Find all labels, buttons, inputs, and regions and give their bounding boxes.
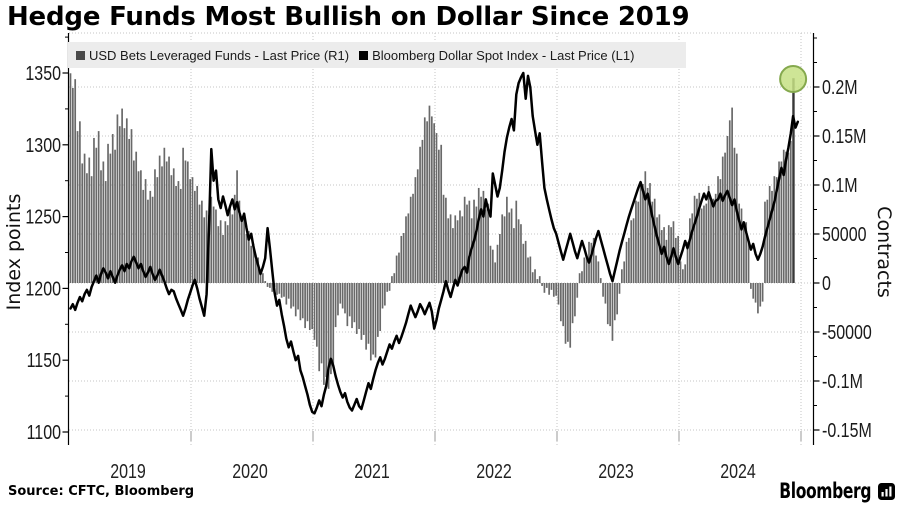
source-note: Source: CFTC, Bloomberg (8, 484, 195, 499)
svg-text:2022: 2022 (476, 460, 512, 482)
right-axis-ticks: 0.2M 0.15M 0.1M 50000 0 -50000 -0.1M -0.15M (813, 37, 872, 441)
left-axis-title: Index points (3, 193, 25, 311)
svg-text:1250: 1250 (25, 206, 61, 228)
v-gridlines (190, 33, 802, 445)
svg-text:0.1M: 0.1M (822, 174, 858, 196)
svg-text:50000: 50000 (822, 223, 866, 245)
legend-label-line: Bloomberg Dollar Spot Index - Last Price… (372, 47, 635, 63)
svg-text:0.15M: 0.15M (822, 125, 866, 147)
bloomberg-logo: Bloomberg (747, 479, 895, 503)
highlight-circle (779, 65, 808, 93)
bloomberg-logo-text: Bloomberg (779, 479, 871, 503)
right-axis-title: Contracts (873, 206, 895, 298)
line-series-marker-icon (359, 50, 369, 60)
legend-label-bars: USD Bets Leveraged Funds - Last Price (R… (89, 47, 350, 63)
svg-text:0: 0 (822, 272, 831, 294)
svg-text:0.2M: 0.2M (822, 76, 858, 98)
legend-item-bars: USD Bets Leveraged Funds - Last Price (R… (76, 48, 349, 63)
svg-text:1350: 1350 (25, 62, 61, 84)
svg-text:-0.15M: -0.15M (822, 419, 872, 441)
legend-item-line: Bloomberg Dollar Spot Index - Last Price… (359, 48, 634, 63)
bar-series (69, 73, 795, 389)
svg-text:2019: 2019 (110, 460, 146, 482)
svg-text:-0.1M: -0.1M (822, 370, 863, 392)
bloomberg-logo-icon (878, 482, 895, 500)
svg-text:2024: 2024 (720, 460, 756, 482)
svg-text:-50000: -50000 (822, 321, 872, 343)
svg-text:1200: 1200 (25, 278, 61, 300)
svg-text:1100: 1100 (27, 421, 61, 443)
left-axis-ticks: 1350 1300 1250 1200 1150 1100 (25, 36, 69, 443)
x-axis-labels: 2019 2020 2021 2022 2023 2024 (110, 460, 756, 482)
index-line (69, 71, 800, 415)
svg-text:2023: 2023 (598, 460, 634, 482)
axes (67, 33, 815, 445)
svg-text:1300: 1300 (25, 134, 61, 156)
page-title: Hedge Funds Most Bullish on Dollar Since… (7, 2, 690, 32)
svg-text:2021: 2021 (354, 460, 390, 482)
legend: USD Bets Leveraged Funds - Last Price (R… (68, 42, 686, 68)
svg-text:1150: 1150 (27, 350, 61, 372)
svg-text:2020: 2020 (232, 460, 268, 482)
bar-series-marker-icon (76, 50, 85, 60)
